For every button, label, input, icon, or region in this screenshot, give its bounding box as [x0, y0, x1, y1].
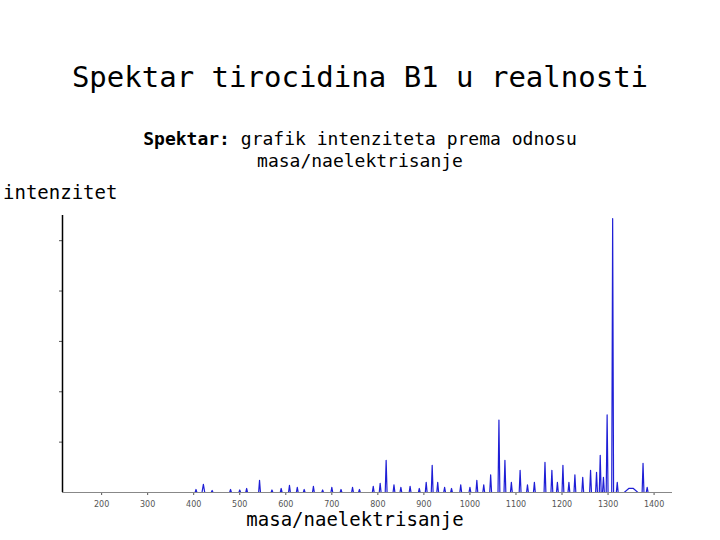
svg-text:600: 600 [278, 500, 293, 509]
svg-text:1300: 1300 [598, 500, 618, 509]
svg-text:1200: 1200 [552, 500, 572, 509]
html-text:intenzitet: intenzitet [3, 181, 118, 203]
html-text:masa/naelektrisanje: masa/naelektrisanje [246, 508, 464, 530]
svg-text:500: 500 [232, 500, 247, 509]
svg-text:1000: 1000 [460, 500, 480, 509]
svg-text:200: 200 [94, 500, 109, 509]
html-text:Spektar tirocidina B1 u realno: Spektar tirocidina B1 u realnosti [71, 60, 649, 94]
svg-text:900: 900 [416, 500, 431, 509]
svg-text:700: 700 [324, 500, 339, 509]
svg-text:300: 300 [140, 500, 155, 509]
svg-text:800: 800 [370, 500, 385, 509]
svg-text:1400: 1400 [644, 500, 664, 509]
svg-text:1100: 1100 [506, 500, 526, 509]
html-text:Spektar: grafik intenziteta pr: Spektar: grafik intenziteta prema odnosu… [143, 128, 577, 171]
svg-text:400: 400 [186, 500, 201, 509]
